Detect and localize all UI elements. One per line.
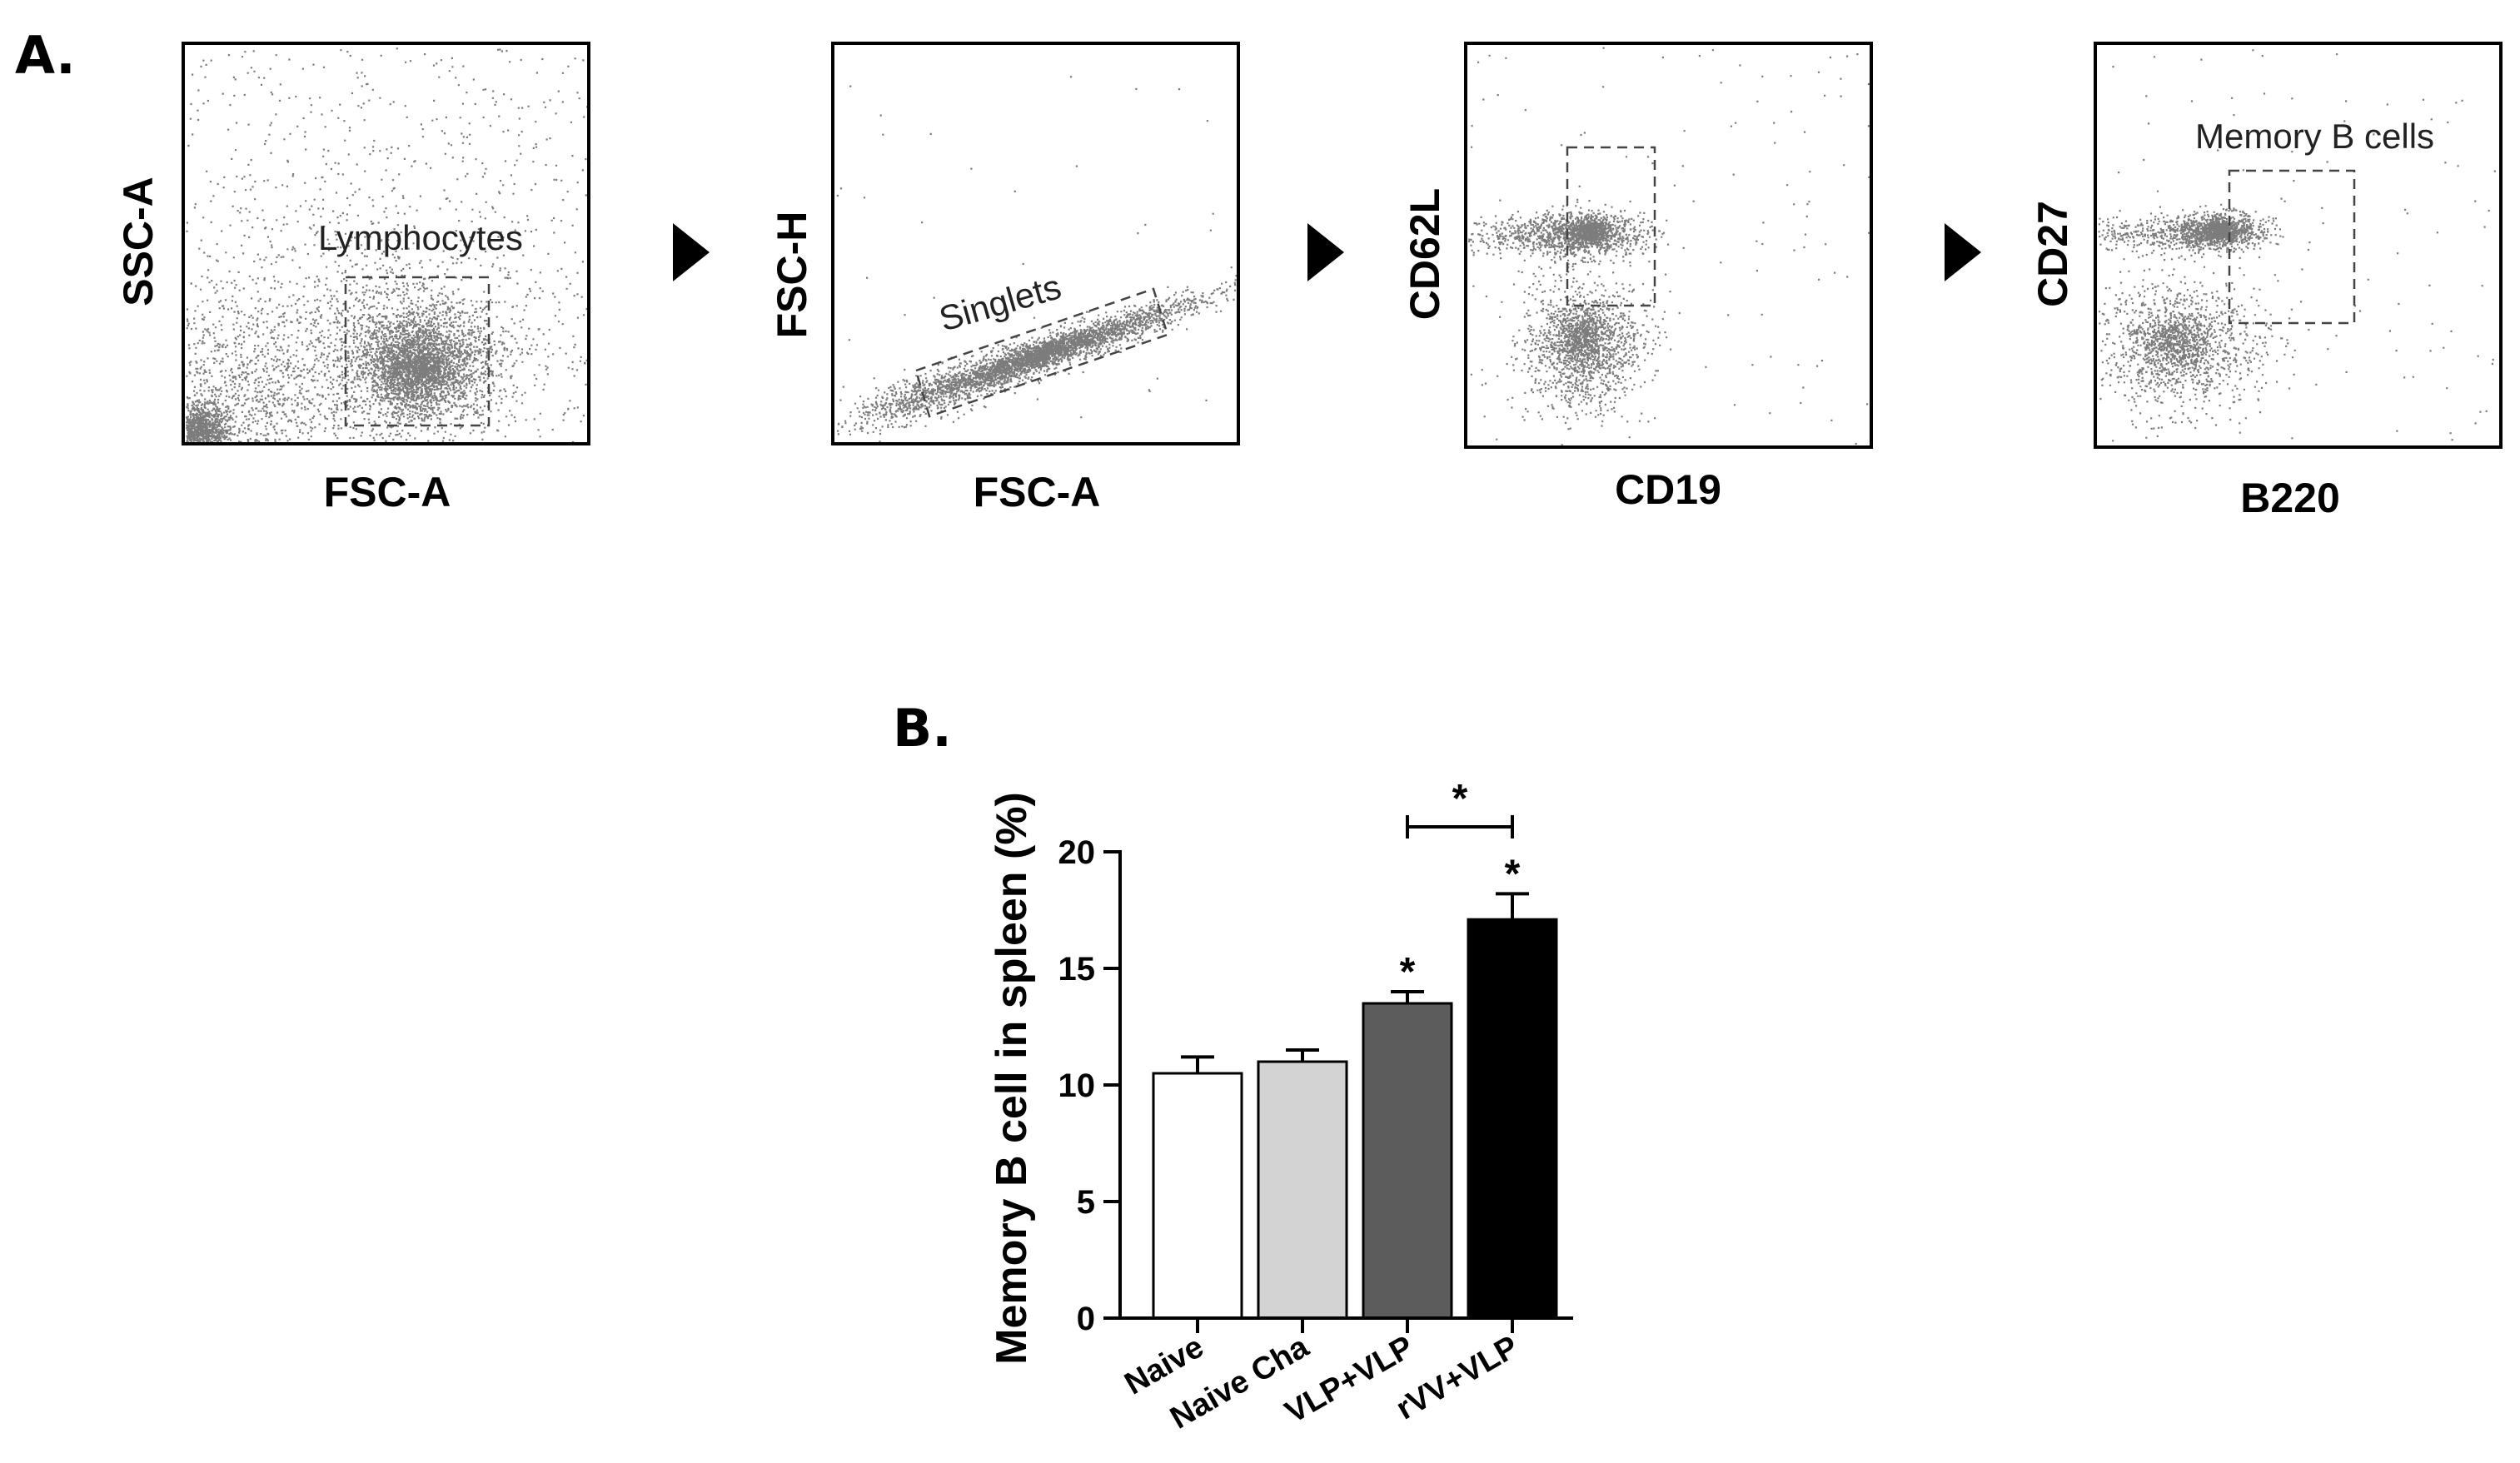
bar [1467,918,1558,1320]
scatter-dots [2098,49,2496,442]
gate-label: Lymphocytes [318,218,523,257]
arrow-icon [673,223,710,281]
arrow-icon [1307,223,1344,281]
plot-frame [2094,42,2503,449]
plot-frame [1464,42,1873,449]
y-axis: 0 5 10 15 20 [1058,834,1122,1337]
y-axis-label: FSC-H [769,211,815,339]
gate-box [344,276,491,427]
scatter-dots [1468,47,1870,446]
gate-box [2228,169,2356,325]
x-axis-label: FSC-A [974,469,1101,515]
significance-marker: * [1505,852,1521,896]
scatter-dots [186,47,589,444]
x-axis-label: CD19 [1615,466,1721,513]
flow-plot-cd19-cd62l: CD19 CD62L [1402,42,1873,513]
y-axis-label: CD27 [2029,201,2076,307]
bar [1257,1060,1348,1320]
y-tick-label: 10 [1058,1067,1096,1104]
scatter-dots [836,76,1238,443]
significance-marker: * [1400,950,1416,994]
x-axis-label: FSC-A [324,469,451,515]
flow-plot-lymphocytes: Lymphocytes FSC-A SSC-A [115,42,590,515]
flow-plot-singlets: Singlets FSC-A FSC-H [769,42,1240,515]
bar [1152,1072,1243,1320]
y-tick-label: 20 [1058,834,1096,871]
x-tick-label: rVV+VLP [1391,1329,1525,1426]
bars: * * * [1152,777,1558,1320]
gate-polygon [914,287,1169,418]
bar [1362,1002,1453,1320]
panel-b-label: B. [893,698,952,759]
gate-label: Singlets [935,266,1066,338]
gate-box [1566,146,1656,307]
y-tick-label: 0 [1077,1301,1095,1337]
x-axis-label: B220 [2240,475,2340,521]
plot-frame [182,42,590,445]
flow-plot-memory-b-cells: Memory B cells B220 CD27 [2029,42,2503,521]
plot-frame [831,42,1240,445]
y-axis-label: SSC-A [115,177,162,306]
y-tick-label: 5 [1077,1184,1095,1221]
y-axis-label: Memory B cell in spleen (%) [988,792,1036,1365]
comparison-significance: * [1452,777,1468,821]
panel-a-label: A. [15,25,76,86]
gate-label: Memory B cells [2195,117,2434,156]
y-axis-label: CD62L [1402,188,1448,320]
y-tick-label: 15 [1058,951,1096,988]
arrow-icon [1945,223,1981,281]
